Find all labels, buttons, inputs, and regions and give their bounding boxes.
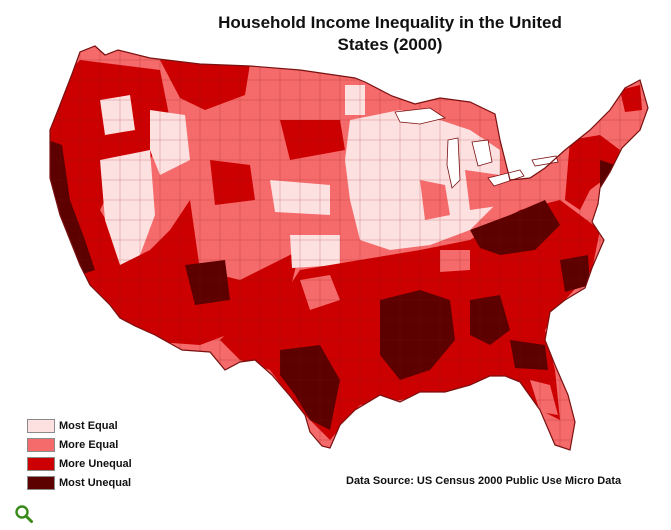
lake-superior <box>394 107 446 125</box>
legend-label: Most Unequal <box>59 476 132 489</box>
region-maine-more-unequal <box>620 85 642 112</box>
lake-ontario <box>531 155 559 167</box>
great-lakes <box>394 107 559 189</box>
legend-item-most-equal: Most Equal <box>27 416 132 435</box>
map-title-line-1: Household Income Inequality in the Unite… <box>218 13 562 32</box>
legend-item-most-unequal: Most Unequal <box>27 473 132 492</box>
region-kansas-most-equal <box>290 235 340 268</box>
legend-label: Most Equal <box>59 419 118 432</box>
data-source-note: Data Source: US Census 2000 Public Use M… <box>346 475 622 487</box>
region-delta-most-unequal <box>380 290 455 380</box>
legend-item-more-equal: More Equal <box>27 435 132 454</box>
map-title: Household Income Inequality in the Unite… <box>200 12 580 56</box>
legend-swatch <box>27 475 55 490</box>
lake-michigan <box>446 137 461 189</box>
region-south-texas-most-unequal <box>280 345 340 430</box>
region-florida-more-equal <box>530 380 558 415</box>
legend-item-more-unequal: More Unequal <box>27 454 132 473</box>
zoom-button[interactable] <box>14 504 34 524</box>
lake-erie <box>487 169 525 187</box>
legend-swatch <box>27 437 55 452</box>
us-outline <box>49 45 649 451</box>
region-northeast-more-unequal <box>565 135 620 210</box>
region-wyoming-more-unequal <box>210 160 255 205</box>
legend-label: More Equal <box>59 438 119 451</box>
region-nevada-most-equal <box>100 150 155 265</box>
region-appalachia-most-unequal <box>470 200 560 255</box>
legend-swatch <box>27 456 55 471</box>
region-montana-more-unequal <box>160 60 250 110</box>
region-georgia-most-unequal <box>510 340 548 370</box>
lake-huron <box>471 139 493 167</box>
region-california-coast-most-unequal <box>50 140 95 275</box>
legend-label: More Unequal <box>59 457 132 470</box>
region-carolina-most-unequal <box>560 255 590 292</box>
region-washington-most-equal <box>100 95 135 135</box>
magnifier-icon <box>15 505 33 523</box>
region-four-corners-most-unequal <box>185 260 230 305</box>
map-title-line-2: States (2000) <box>337 35 443 54</box>
legend: Most Equal More Equal More Unequal Most … <box>27 416 132 492</box>
legend-swatch <box>27 418 55 433</box>
region-kentucky-more-equal <box>440 250 470 272</box>
